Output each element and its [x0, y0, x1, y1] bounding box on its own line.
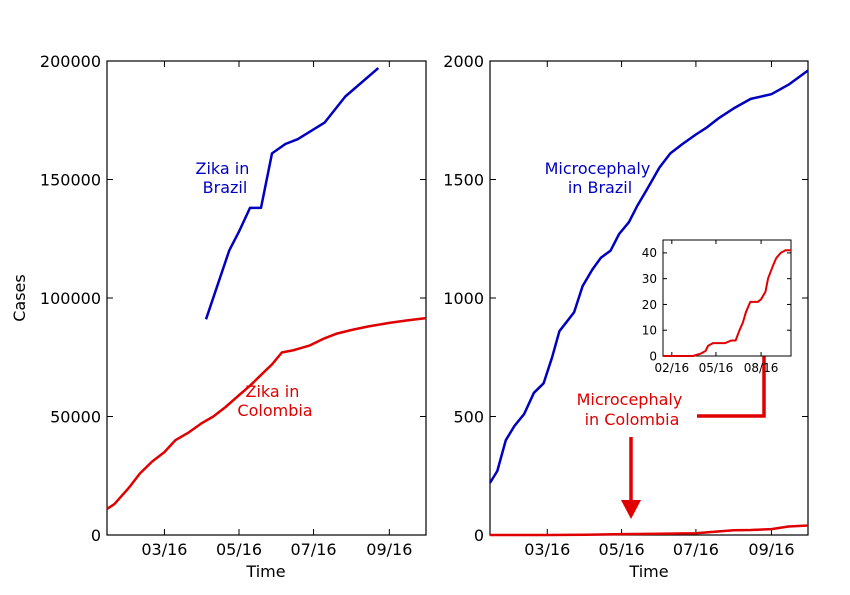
- right-ytick-label: 1000: [443, 289, 484, 308]
- down-arrow-icon: [621, 437, 641, 519]
- microcephaly-colombia-annotation-line1: Microcephaly: [577, 390, 683, 409]
- zika-colombia-annotation-line1: Zika in: [246, 382, 300, 401]
- inset-ytick-label: 40: [642, 246, 657, 260]
- inset-series-line-colombia: [663, 249, 791, 357]
- right-chart: 0 500 1000 1500 2000 03/16 05/16 07/16 09/16 Ti…: [443, 52, 809, 581]
- right-ytick-label: 0: [474, 526, 484, 545]
- right-xtick-label: 03/16: [524, 540, 570, 559]
- inset-ytick-label: 30: [642, 272, 657, 286]
- right-series-line-colombia: [490, 524, 809, 537]
- microcephaly-colombia-annotation-line2: in Colombia: [585, 410, 680, 429]
- right-x-axis-label: Time: [628, 562, 668, 581]
- inset-series: [663, 249, 791, 357]
- inset-chart: 0 10 20 30 40 02/16 05/16 08/16: [642, 239, 792, 375]
- right-x-ticks: 03/16 05/16 07/16 09/16: [524, 61, 795, 559]
- microcephaly-brazil-annotation: Microcephaly in Brazil: [545, 159, 656, 197]
- zika-brazil-annotation: Zika in Brazil: [196, 159, 255, 197]
- inset-x-ticks: 02/16 05/16 08/16: [655, 240, 779, 375]
- inset-ytick-label: 20: [642, 298, 657, 312]
- right-xtick-label: 07/16: [673, 540, 719, 559]
- right-y-ticks: 0 500 1000 1500 2000: [443, 52, 808, 545]
- left-ytick-label: 50000: [50, 407, 101, 426]
- inset-background: [662, 239, 792, 357]
- right-ytick-label: 500: [453, 407, 484, 426]
- right-ytick-label: 2000: [443, 52, 484, 71]
- microcephaly-brazil-annotation-line2: in Brazil: [568, 178, 632, 197]
- zika-colombia-annotation: Zika in Colombia: [237, 382, 312, 420]
- inset-xtick-label: 05/16: [699, 361, 734, 375]
- left-series-line-brazil: [204, 67, 380, 320]
- right-series-line-brazil: [488, 69, 809, 484]
- right-series: [488, 69, 809, 537]
- microcephaly-colombia-annotation: Microcephaly in Colombia: [577, 390, 688, 429]
- right-ytick-label: 1500: [443, 170, 484, 189]
- left-xtick-label: 03/16: [141, 540, 187, 559]
- zika-colombia-annotation-line2: Colombia: [237, 401, 312, 420]
- left-ytick-label: 150000: [40, 170, 101, 189]
- inset-ytick-label: 10: [642, 324, 657, 338]
- inset-ytick-label: 0: [649, 349, 657, 363]
- left-xtick-label: 05/16: [216, 540, 262, 559]
- left-series-line-colombia: [106, 316, 427, 510]
- left-x-ticks: 03/16 05/16 07/16 09/16: [141, 61, 412, 559]
- zika-brazil-annotation-line2: Brazil: [203, 178, 248, 197]
- inset-y-ticks: 0 10 20 30 40: [642, 246, 791, 363]
- microcephaly-brazil-annotation-line1: Microcephaly: [545, 159, 651, 178]
- zika-brazil-annotation-line1: Zika in: [196, 159, 250, 178]
- left-x-axis-label: Time: [245, 562, 285, 581]
- right-xtick-label: 05/16: [599, 540, 645, 559]
- left-ytick-label: 200000: [40, 52, 101, 71]
- right-xtick-label: 09/16: [748, 540, 794, 559]
- left-series: [106, 67, 427, 510]
- left-y-axis-label: Cases: [10, 274, 29, 322]
- left-ytick-label: 0: [91, 526, 101, 545]
- left-plot-frame: [106, 60, 427, 536]
- left-xtick-label: 07/16: [291, 540, 337, 559]
- left-y-ticks: 0 50000 100000 150000 200000: [40, 52, 426, 545]
- inset-xtick-label: 08/16: [744, 361, 779, 375]
- inset-xtick-label: 02/16: [655, 361, 690, 375]
- left-xtick-label: 09/16: [366, 540, 412, 559]
- left-chart: 0 50000 100000 150000 200000 03/16 05/16 07/16…: [10, 52, 427, 581]
- left-ytick-label: 100000: [40, 289, 101, 308]
